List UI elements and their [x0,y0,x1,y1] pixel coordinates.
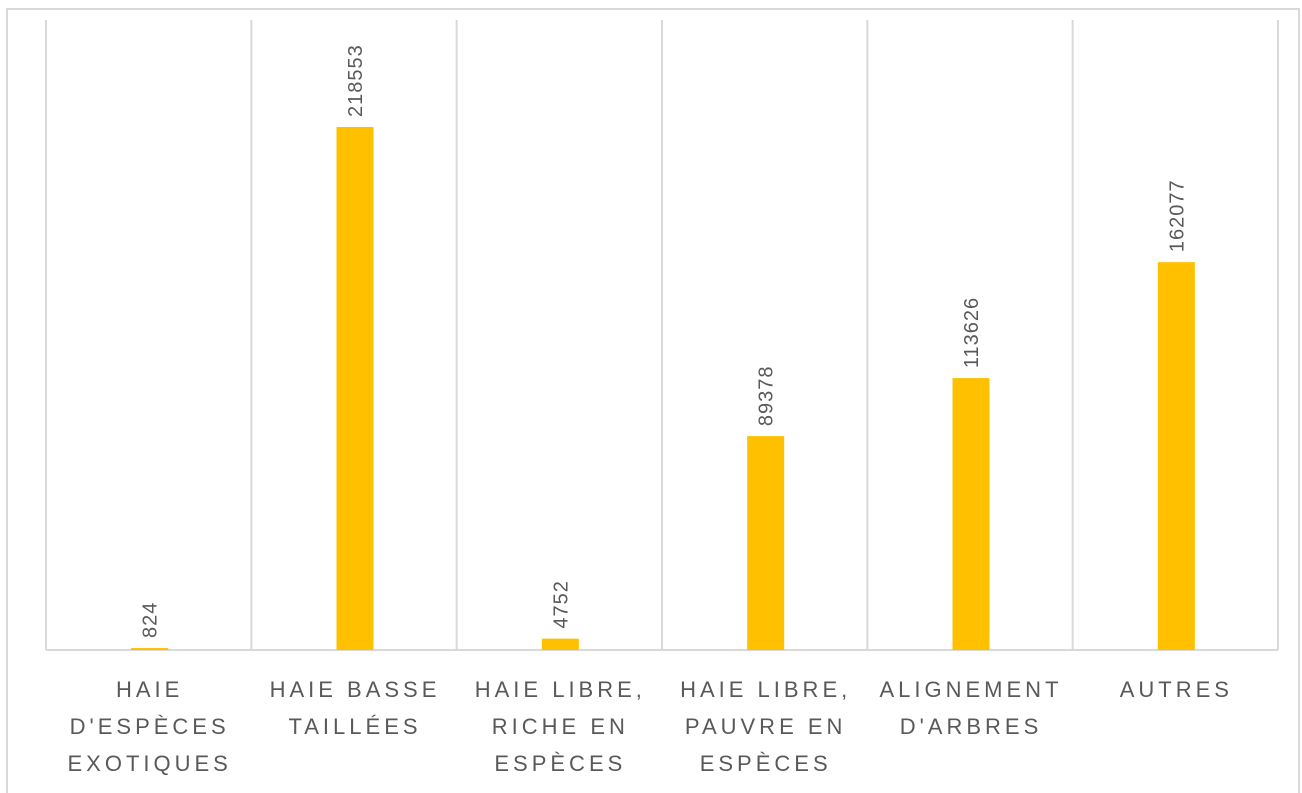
data-label: 162077 [1166,179,1188,252]
bar [541,638,579,650]
bar [336,127,374,650]
category-label: HAIE LIBRE, [475,677,646,702]
data-label: 113626 [961,297,983,368]
category-label: RICHE EN [492,714,629,739]
bar [131,648,169,650]
chart-frame [6,8,1300,793]
category-label: D'ESPÈCES [70,714,230,739]
category-label: EXOTIQUES [67,751,231,776]
category-label: AUTRES [1120,677,1233,702]
category-label: PAUVRE EN [685,714,847,739]
category-label: TAILLÉES [288,714,421,739]
category-label: D'ARBRES [900,714,1043,739]
bar [1157,262,1195,650]
data-label: 4752 [550,580,572,629]
category-label: ESPÈCES [700,751,832,776]
data-label: 89378 [756,365,778,426]
category-label: HAIE BASSE [270,677,441,702]
data-label: 824 [140,602,162,638]
category-label: HAIE [116,677,183,702]
bar [952,378,990,650]
category-label: ALIGNEMENT [879,677,1062,702]
data-label: 218553 [345,44,367,117]
category-label: ESPÈCES [494,751,626,776]
category-label: HAIE LIBRE, [680,677,851,702]
bar [747,436,785,650]
